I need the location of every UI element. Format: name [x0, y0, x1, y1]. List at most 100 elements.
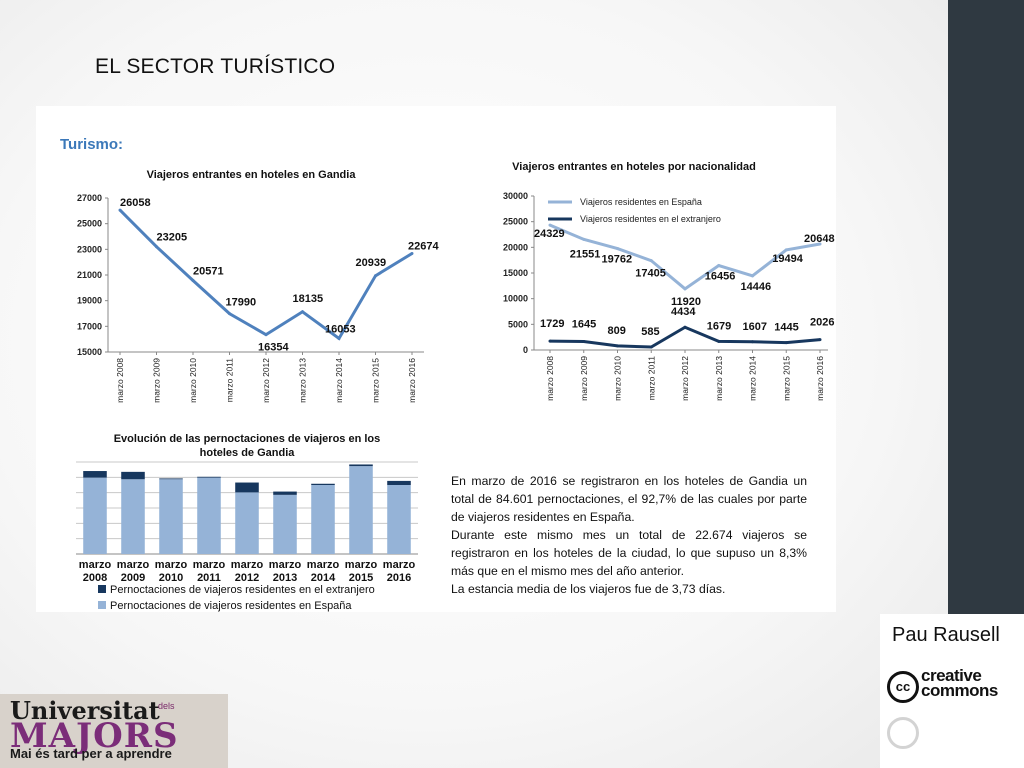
chart2-data-label: 17405 — [635, 268, 666, 280]
chart2-data-label: 21551 — [570, 248, 601, 260]
chart3-x-tick-label: 2016 — [387, 572, 411, 584]
chart2-x-tick-label: marzo 2008 — [545, 356, 555, 401]
chart2-data-label: 4434 — [671, 306, 696, 318]
chart2-y-tick-label: 25000 — [503, 217, 528, 227]
chart3-title: Evolución de las pernoctaciones de viaje… — [113, 433, 381, 459]
cc-wordmark: creative commons — [921, 667, 998, 700]
chart3-svg: marzo2008marzo2009marzo2010marzo2011marz… — [76, 461, 418, 612]
chart2-data-label: 19494 — [772, 253, 803, 265]
chart1-y-tick-label: 17000 — [77, 321, 102, 331]
chart1-data-label: 16354 — [258, 342, 289, 354]
chart3-x-tick-label: marzo — [193, 559, 226, 571]
chart1-data-label: 16053 — [325, 323, 356, 335]
chart2-point — [751, 274, 754, 278]
chart3-x-tick-label: 2014 — [311, 572, 336, 584]
chart2-data-label: 585 — [641, 326, 659, 338]
chart3-legend-swatch — [98, 585, 106, 593]
chart2-point — [717, 339, 721, 343]
chart2-point — [649, 259, 653, 263]
chart3-x-tick-label: marzo — [345, 559, 378, 571]
chart2-point — [548, 223, 552, 227]
chart2-point — [649, 345, 653, 349]
chart3-x-tick-label: 2012 — [235, 572, 259, 584]
chart3-x-tick-label: 2013 — [273, 572, 297, 584]
chart1-point — [191, 279, 195, 283]
chart3-x-tick-label: 2015 — [349, 572, 373, 584]
chart1-y-tick-label: 15000 — [77, 347, 102, 357]
chart1-data-label: 26058 — [120, 197, 151, 209]
chart3-bar-espana — [121, 479, 145, 554]
logo-universitat: Universitat — [10, 696, 160, 725]
chart3-bar-extranjero — [349, 464, 373, 467]
chart2-data-label: 1729 — [540, 318, 564, 330]
chart3-legend-label: Pernoctaciones de viajeros residentes en… — [110, 584, 375, 596]
chart3-bar-espana — [349, 466, 373, 554]
chart3-bar-extranjero — [197, 476, 221, 478]
chart2-x-tick-label: marzo 2014 — [748, 356, 758, 401]
chart1-data-label: 17990 — [226, 297, 257, 309]
chart3-bar-espana — [197, 477, 221, 554]
description-paragraph-3: La estancia media de los viajeros fue de… — [451, 582, 726, 596]
logo-majors: MAJORS — [10, 716, 179, 756]
chart2-y-tick-label: 5000 — [508, 319, 528, 329]
section-label: Turismo: — [60, 136, 124, 153]
chart3-x-tick-label: marzo — [117, 559, 150, 571]
chart3-x-tick-label: marzo — [231, 559, 264, 571]
cc-logo-reflection — [887, 712, 1023, 752]
chart1-x-tick-label: marzo 2016 — [407, 358, 417, 403]
chart1-series-line — [118, 209, 413, 341]
chart3-bar-espana — [387, 485, 411, 554]
chart3-bar-extranjero — [159, 478, 183, 480]
chart2-y-tick-label: 10000 — [503, 294, 528, 304]
chart1-data-label: 22674 — [408, 241, 439, 253]
chart1-x-tick-label: marzo 2009 — [152, 358, 162, 403]
chart1-point — [374, 274, 377, 278]
chart3-bar-espana — [83, 477, 107, 554]
chart1-point — [410, 252, 414, 256]
chart2-point — [582, 237, 586, 241]
cc-icon: cc — [887, 671, 919, 703]
chart2-legend-label: Viajeros residentes en España — [580, 197, 702, 207]
cc-icon-reflection — [887, 717, 919, 749]
chart2-point — [582, 340, 586, 344]
chart3-legend-swatch — [98, 601, 106, 609]
chart2-x-tick-label: marzo 2010 — [613, 356, 623, 401]
chart3-x-tick-label: 2008 — [83, 572, 107, 584]
chart2-y-tick-label: 15000 — [503, 268, 528, 278]
chart1-x-tick-label: marzo 2015 — [371, 358, 381, 403]
chart2-point — [717, 264, 721, 268]
chart3-x-tick-label: 2011 — [197, 572, 221, 584]
logo-dels: dels — [158, 701, 175, 711]
chart1-y-tick-label: 19000 — [77, 296, 102, 306]
description-paragraph-2: Durante este mismo mes un total de 22.67… — [451, 528, 807, 578]
chart2-x-tick-label: marzo 2015 — [781, 356, 791, 401]
chart2-data-label: 2026 — [810, 317, 834, 329]
chart3-bar-extranjero — [235, 482, 259, 493]
chart3-bar-extranjero — [121, 471, 145, 480]
chart2-data-label: 11920 — [671, 296, 701, 308]
cc-wordmark-line2: commons — [921, 681, 998, 700]
author-name: Pau Rausell — [892, 624, 1000, 646]
description-paragraph-1: En marzo de 2016 se registraron en los h… — [451, 474, 807, 524]
chart3-bar-extranjero — [273, 491, 297, 495]
chart3-legend-label: Pernoctaciones de viajeros residentes en… — [110, 600, 352, 612]
chart3-bar-espana — [311, 485, 335, 554]
content-image: Turismo: Viajeros entrantes en hoteles e… — [36, 106, 836, 612]
chart1-y-tick-label: 25000 — [77, 219, 102, 229]
chart1-x-tick-label: marzo 2012 — [261, 358, 271, 403]
chart1-x-tick-label: marzo 2010 — [188, 358, 198, 403]
chart1-data-label: 23205 — [157, 232, 188, 244]
chart3-bar-espana — [273, 494, 297, 554]
chart3-bar-espana — [159, 479, 183, 554]
chart1-x-tick-label: marzo 2011 — [225, 358, 235, 403]
chart1-x-tick-label: marzo 2014 — [334, 358, 344, 403]
universitat-dels-majors-logo: Universitat dels MAJORS Mai és tard per … — [0, 694, 228, 768]
chart2-data-label: 1607 — [743, 321, 767, 333]
slide-title: EL SECTOR TURÍSTICO — [95, 55, 336, 78]
chart3-x-tick-label: 2009 — [121, 572, 145, 584]
chart3-x-tick-label: 2010 — [159, 572, 183, 584]
chart1-x-tick-label: marzo 2013 — [298, 358, 308, 403]
creative-commons-logo: cc creative commons — [887, 667, 1023, 704]
chart1-y-tick-label: 27000 — [77, 193, 102, 203]
chart2-point — [683, 325, 687, 329]
